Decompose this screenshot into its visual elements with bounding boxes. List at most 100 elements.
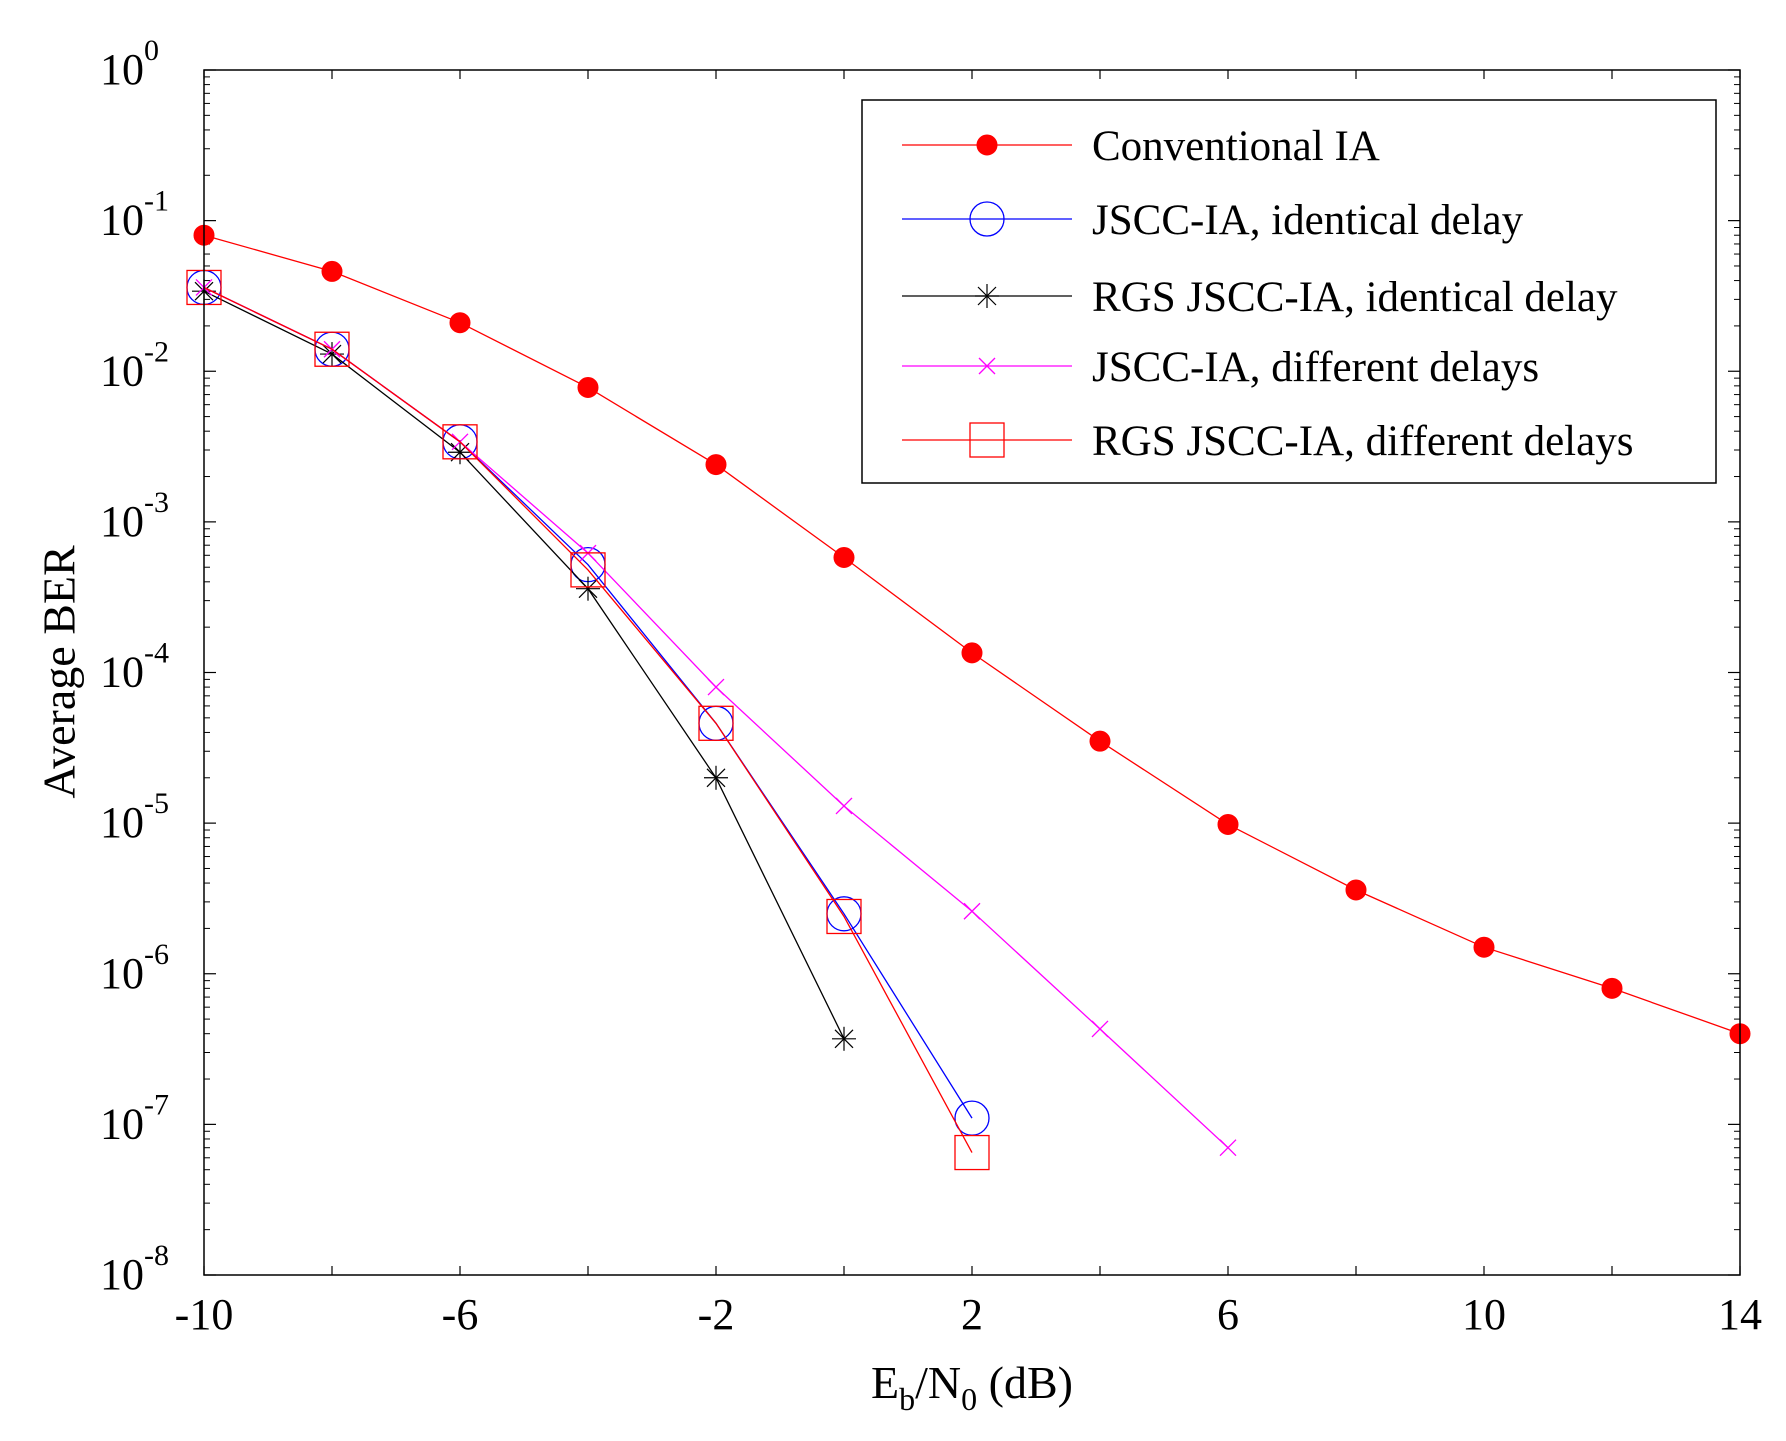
marker-shape — [1601, 977, 1623, 999]
axis-ticks: -10 -6 -2 2 6 10 14 100 10-1 10-2 10-3 10-4 10-5 10-6… — [100, 34, 1762, 1339]
marker-stroke — [578, 579, 598, 599]
marker-stroke — [835, 797, 853, 815]
data-point — [576, 576, 600, 601]
y-tick-label: 10-3 — [100, 486, 169, 546]
data-point — [442, 424, 478, 460]
x-axis-label-unit: (dB) — [977, 1357, 1073, 1408]
series-line — [203, 290, 845, 1040]
series-3 — [192, 279, 856, 1051]
x-axis-label-mid: /N — [915, 1357, 961, 1408]
marker-shape — [314, 331, 350, 367]
y-tick-label: 10-4 — [100, 637, 169, 697]
marker-shape — [1345, 879, 1367, 901]
marker-shape — [570, 552, 606, 588]
legend-marker — [978, 357, 996, 375]
y-axis-label-text: Average BER — [34, 545, 85, 799]
legend-item-5: RGS JSCC-IA, different delays — [902, 418, 1633, 465]
data-point — [961, 642, 983, 664]
marker-stroke — [963, 902, 981, 920]
series-line — [203, 286, 973, 1153]
data-point — [314, 331, 350, 367]
marker-shape — [833, 547, 855, 569]
x-tick-label: -10 — [175, 1290, 234, 1339]
legend-marker — [976, 134, 998, 156]
series-layer — [186, 224, 1751, 1171]
legend-box — [861, 99, 1717, 484]
marker-shape — [449, 312, 471, 334]
marker-shape — [961, 642, 983, 664]
data-point — [321, 260, 343, 282]
y-tick-label: 10-5 — [100, 787, 169, 847]
marker-shape — [976, 134, 998, 156]
x-tick-label: -2 — [698, 1290, 735, 1339]
marker-shape — [321, 260, 343, 282]
x-axis-label: Eb/N0 (dB) — [871, 1357, 1073, 1417]
data-point — [705, 454, 727, 476]
series-1 — [193, 224, 1751, 1045]
x-tick-label: 2 — [961, 1290, 983, 1339]
legend-label: Conventional IA — [1092, 123, 1380, 170]
legend-marker — [969, 201, 1005, 237]
legend-item-1: Conventional IA — [902, 123, 1380, 170]
data-point — [833, 547, 855, 569]
marker-shape — [705, 454, 727, 476]
marker-shape — [442, 424, 478, 460]
marker-shape — [954, 1134, 990, 1171]
legend-label: JSCC-IA, identical delay — [1092, 197, 1524, 244]
x-axis-label-main: E — [871, 1357, 899, 1408]
y-tick-label: 10-6 — [100, 938, 169, 998]
legend-item-3: RGS JSCC-IA, identical delay — [902, 274, 1618, 321]
legend-item-4: JSCC-IA, different delays — [902, 344, 1539, 391]
data-point — [704, 765, 728, 790]
marker-stroke — [1219, 1139, 1237, 1157]
data-point — [1089, 730, 1111, 752]
legend: Conventional IA JSCC-IA, identical delay R… — [861, 99, 1717, 484]
data-point — [449, 312, 471, 334]
legend-marker — [975, 284, 999, 308]
data-point — [570, 552, 606, 588]
data-point — [835, 797, 853, 815]
data-point — [698, 705, 734, 741]
data-point — [954, 1134, 990, 1171]
marker-shape — [969, 201, 1005, 237]
legend-marker — [969, 422, 1005, 458]
data-point — [1601, 977, 1623, 999]
marker-shape — [969, 422, 1005, 458]
x-tick-label: 6 — [1217, 1290, 1239, 1339]
y-axis-label: Average BER — [34, 545, 85, 799]
data-point — [1345, 879, 1367, 901]
x-axis-label-sub-b: b — [899, 1381, 915, 1417]
data-point — [832, 1026, 856, 1051]
marker-shape — [1473, 936, 1495, 958]
data-point — [577, 377, 599, 399]
marker-shape — [577, 377, 599, 399]
marker-stroke — [1091, 1020, 1109, 1038]
marker-stroke — [978, 357, 996, 375]
y-tick-label: 10-2 — [100, 335, 169, 395]
y-tick-label: 100 — [100, 34, 159, 94]
legend-label: JSCC-IA, different delays — [1092, 344, 1539, 391]
data-point — [1091, 1020, 1109, 1038]
data-point — [320, 342, 344, 367]
y-tick-label: 10-7 — [100, 1088, 169, 1148]
data-point — [1217, 813, 1239, 835]
legend-item-2: JSCC-IA, identical delay — [902, 197, 1524, 244]
y-tick-label: 10-1 — [100, 185, 169, 245]
y-tick-label: 10-8 — [100, 1239, 169, 1299]
marker-shape — [1089, 730, 1111, 752]
x-axis-label-sub-0: 0 — [961, 1381, 977, 1417]
x-tick-label: 10 — [1462, 1290, 1506, 1339]
legend-label: RGS JSCC-IA, different delays — [1092, 418, 1633, 465]
data-point — [1219, 1139, 1237, 1157]
marker-shape — [1217, 813, 1239, 835]
marker-stroke — [977, 286, 997, 306]
marker-shape — [826, 898, 862, 935]
marker-stroke — [706, 768, 726, 788]
marker-stroke — [707, 678, 725, 696]
plot-area-frame — [203, 69, 1741, 1276]
marker-stroke — [834, 1029, 854, 1049]
marker-stroke — [322, 344, 342, 364]
data-point — [826, 898, 862, 935]
data-point — [448, 440, 472, 465]
